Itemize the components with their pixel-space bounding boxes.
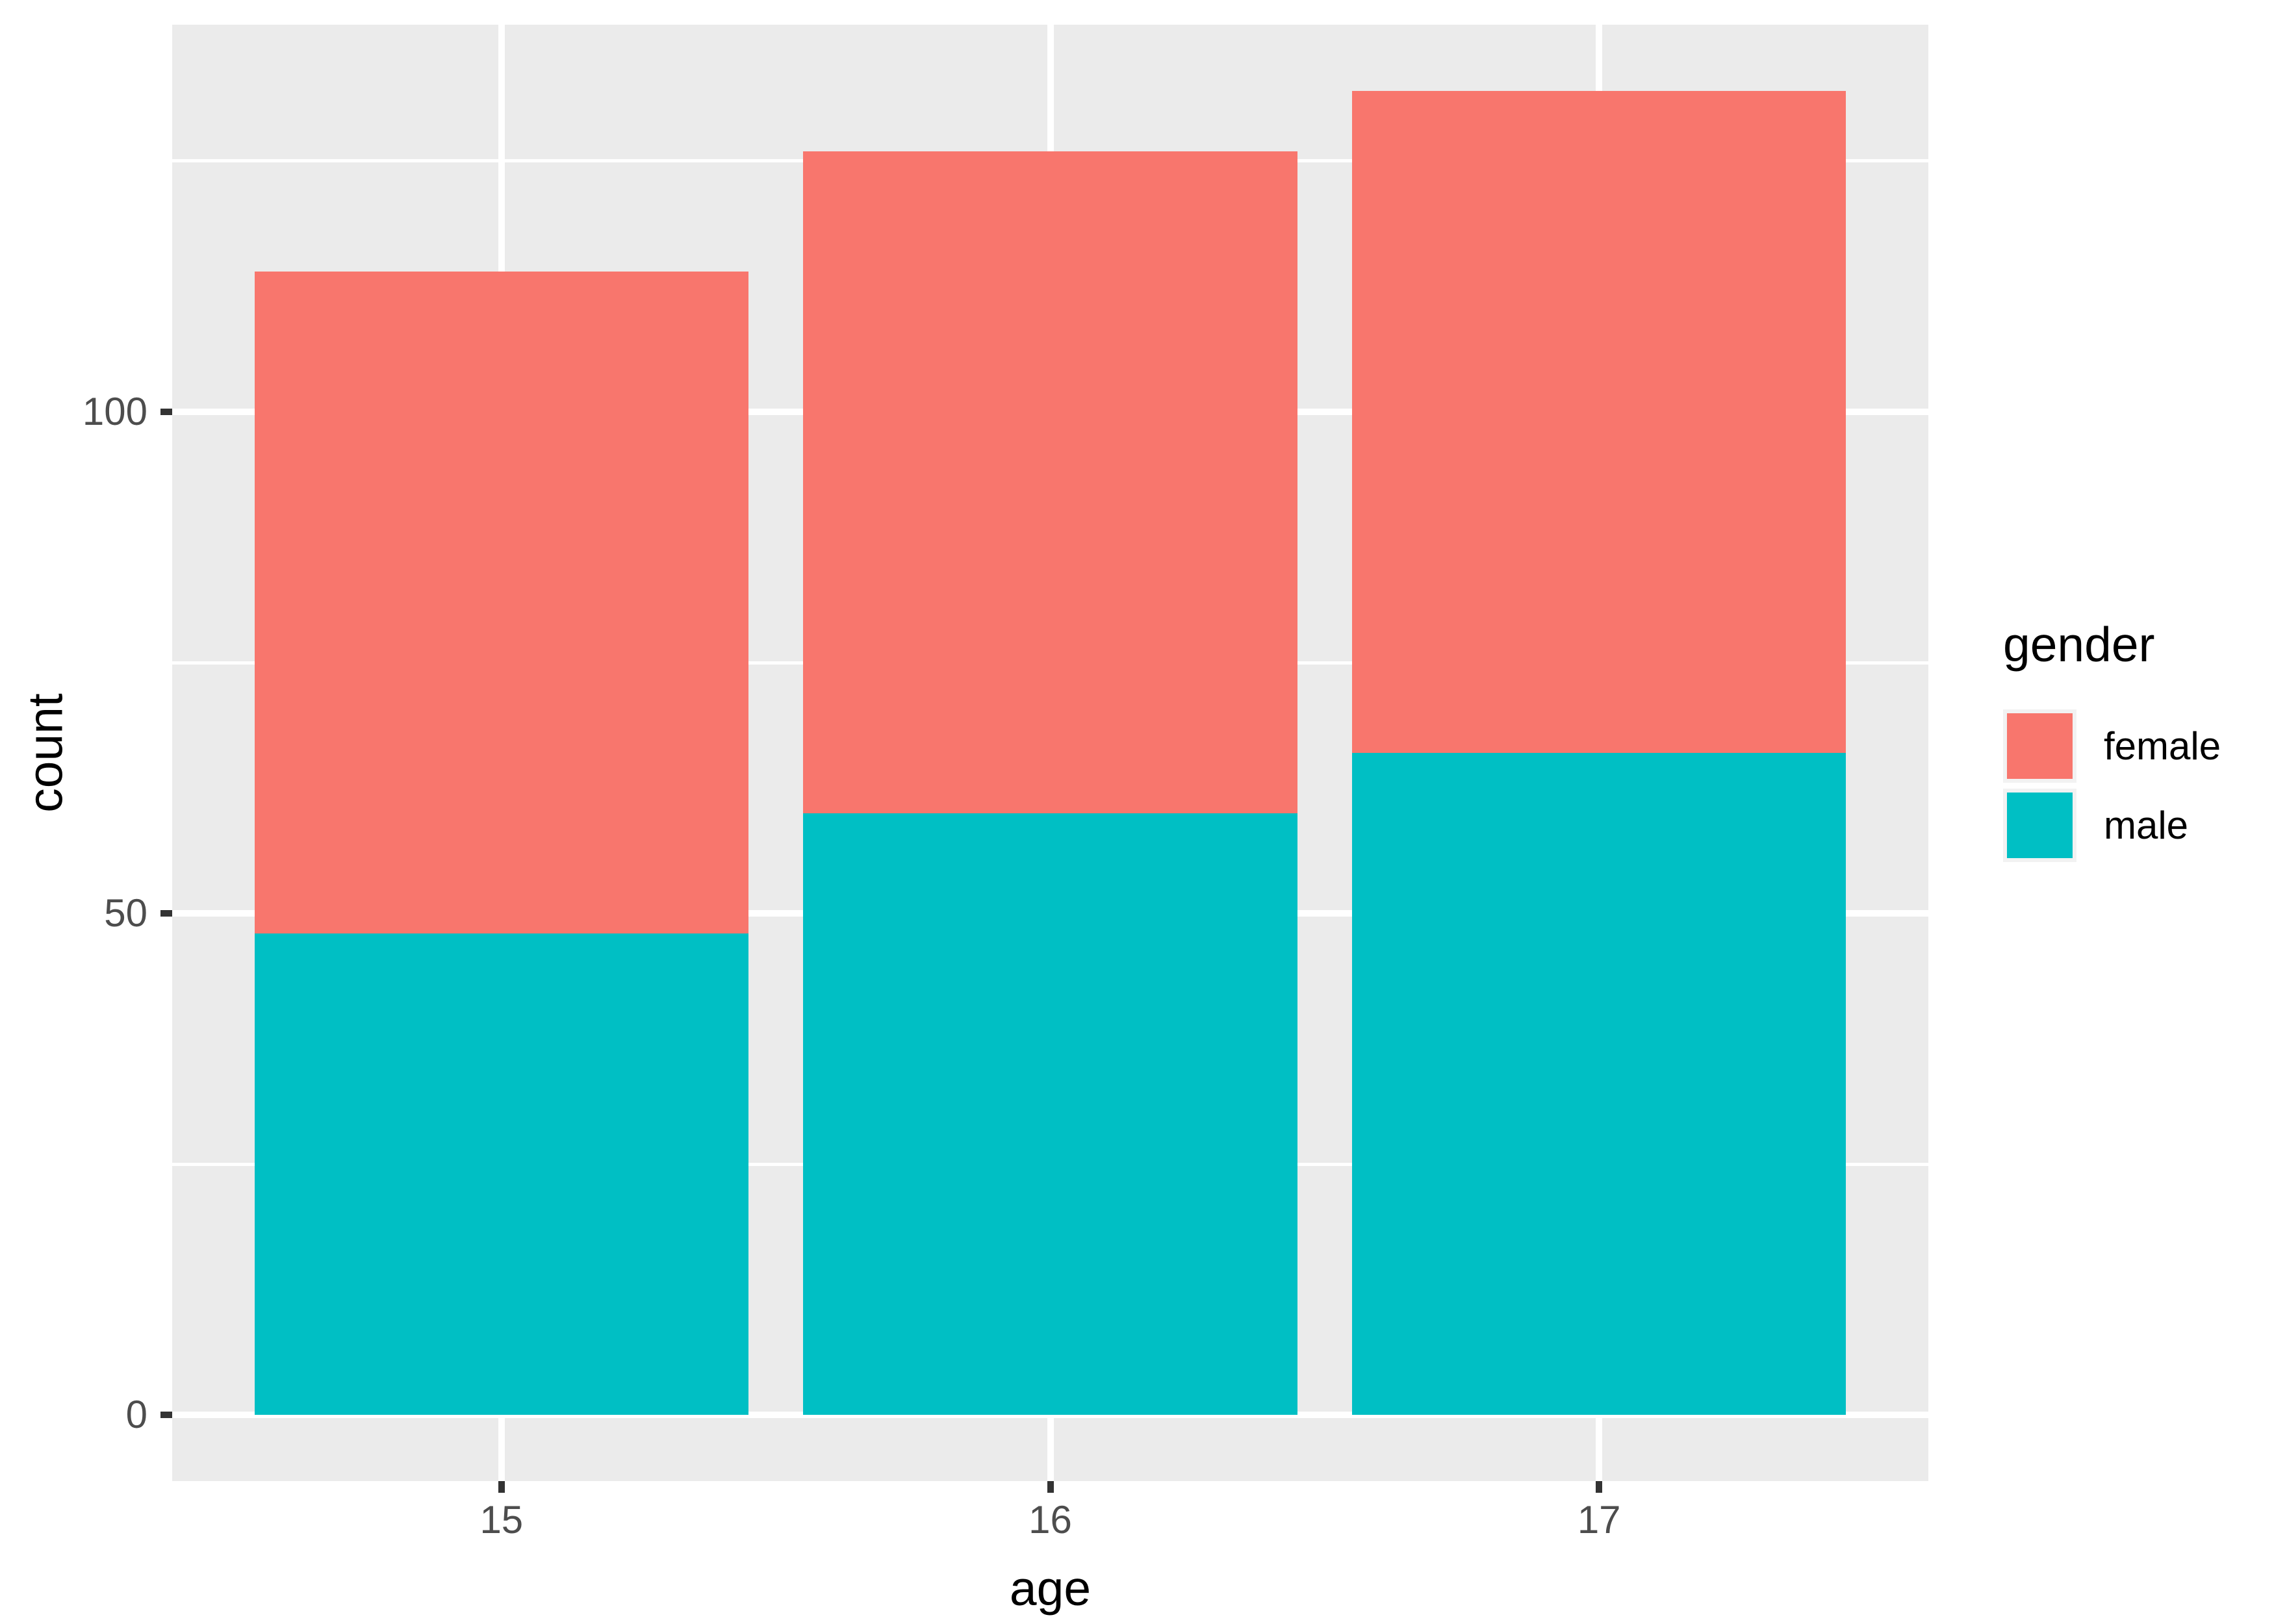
x-tick-label-17: 17 — [1577, 1498, 1621, 1542]
x-tick-label-15: 15 — [479, 1498, 524, 1542]
x-tick-17 — [1596, 1481, 1603, 1493]
bar-segment-male-age-16 — [803, 813, 1297, 1415]
legend-title: gender — [2003, 617, 2155, 672]
bar-segment-male-age-17 — [1352, 753, 1846, 1415]
y-axis-title: count — [18, 693, 73, 813]
bar-segment-female-age-17 — [1352, 90, 1846, 753]
y-tick-label-50: 50 — [104, 891, 147, 935]
legend-label-male: male — [2104, 803, 2189, 847]
legend-key-male — [2003, 789, 2076, 862]
legend-entries: female male — [2003, 709, 2269, 862]
x-tick-15 — [498, 1481, 505, 1493]
y-tick-label-100: 100 — [82, 390, 147, 433]
legend-swatch-female — [2007, 713, 2073, 779]
legend-key-female — [2003, 709, 2076, 783]
legend-entry-female: female — [2003, 709, 2269, 783]
legend-entry-male: male — [2003, 789, 2269, 862]
x-tick-16 — [1047, 1481, 1054, 1493]
plot-panel — [172, 25, 1928, 1481]
x-tick-label-16: 16 — [1028, 1498, 1072, 1542]
legend: gender female male — [2003, 620, 2269, 868]
y-tick-label-0: 0 — [125, 1393, 147, 1437]
y-tick-0 — [160, 1412, 172, 1419]
bar-segment-female-age-16 — [803, 151, 1297, 813]
bar-segment-female-age-15 — [254, 271, 748, 933]
y-tick-100 — [160, 409, 172, 415]
legend-label-female: female — [2104, 724, 2221, 768]
x-axis-title: age — [1009, 1561, 1092, 1616]
bar-segment-male-age-15 — [254, 933, 748, 1415]
y-tick-50 — [160, 910, 172, 917]
legend-swatch-male — [2007, 793, 2073, 858]
